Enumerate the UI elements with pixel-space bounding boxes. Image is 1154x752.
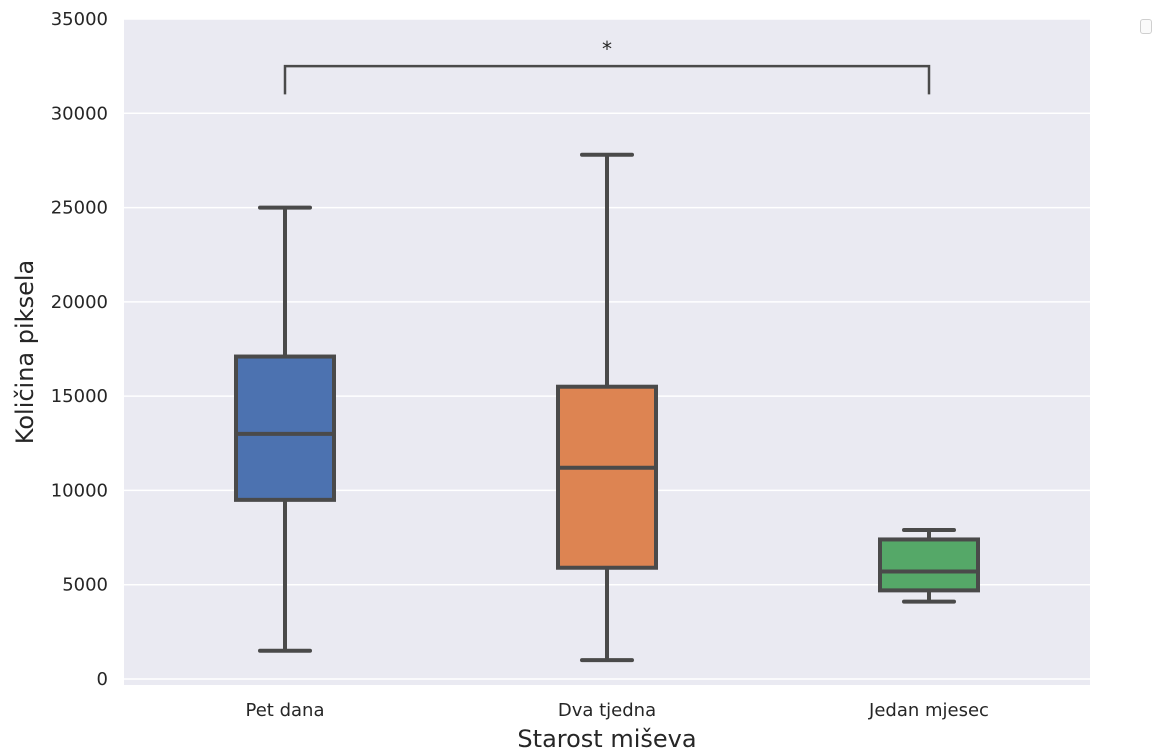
box-0 xyxy=(234,205,336,653)
y-tick-label: 30000 xyxy=(51,103,108,124)
significance-bracket xyxy=(283,64,931,95)
x-tick-label: Dva tjedna xyxy=(558,700,656,721)
box-1 xyxy=(556,152,658,663)
x-tick-labels: Pet dana Dva tjedna Jedan mjesec xyxy=(246,700,989,721)
box-body xyxy=(878,537,980,593)
y-tick-label: 5000 xyxy=(62,575,108,596)
legend-box xyxy=(1140,19,1152,34)
box-body xyxy=(556,384,658,570)
boxes xyxy=(234,152,980,663)
y-axis-label: Količina piksela xyxy=(11,260,39,444)
x-tick-label: Pet dana xyxy=(246,700,325,721)
box-2 xyxy=(878,528,980,604)
x-tick-label: Jedan mjesec xyxy=(868,700,989,721)
significance-label: * xyxy=(602,37,612,61)
x-axis-label: Starost miševa xyxy=(517,725,696,752)
y-tick-label: 20000 xyxy=(51,292,108,313)
box-body xyxy=(234,354,336,502)
y-tick-label: 35000 xyxy=(51,9,108,30)
y-tick-label: 25000 xyxy=(51,198,108,219)
y-tick-label: 10000 xyxy=(51,480,108,501)
y-tick-label: 15000 xyxy=(51,386,108,407)
y-tick-labels: 0 5000 10000 15000 20000 25000 30000 35000 xyxy=(51,9,108,690)
y-tick-label: 0 xyxy=(97,669,108,690)
significance-annotations: * xyxy=(283,37,931,95)
